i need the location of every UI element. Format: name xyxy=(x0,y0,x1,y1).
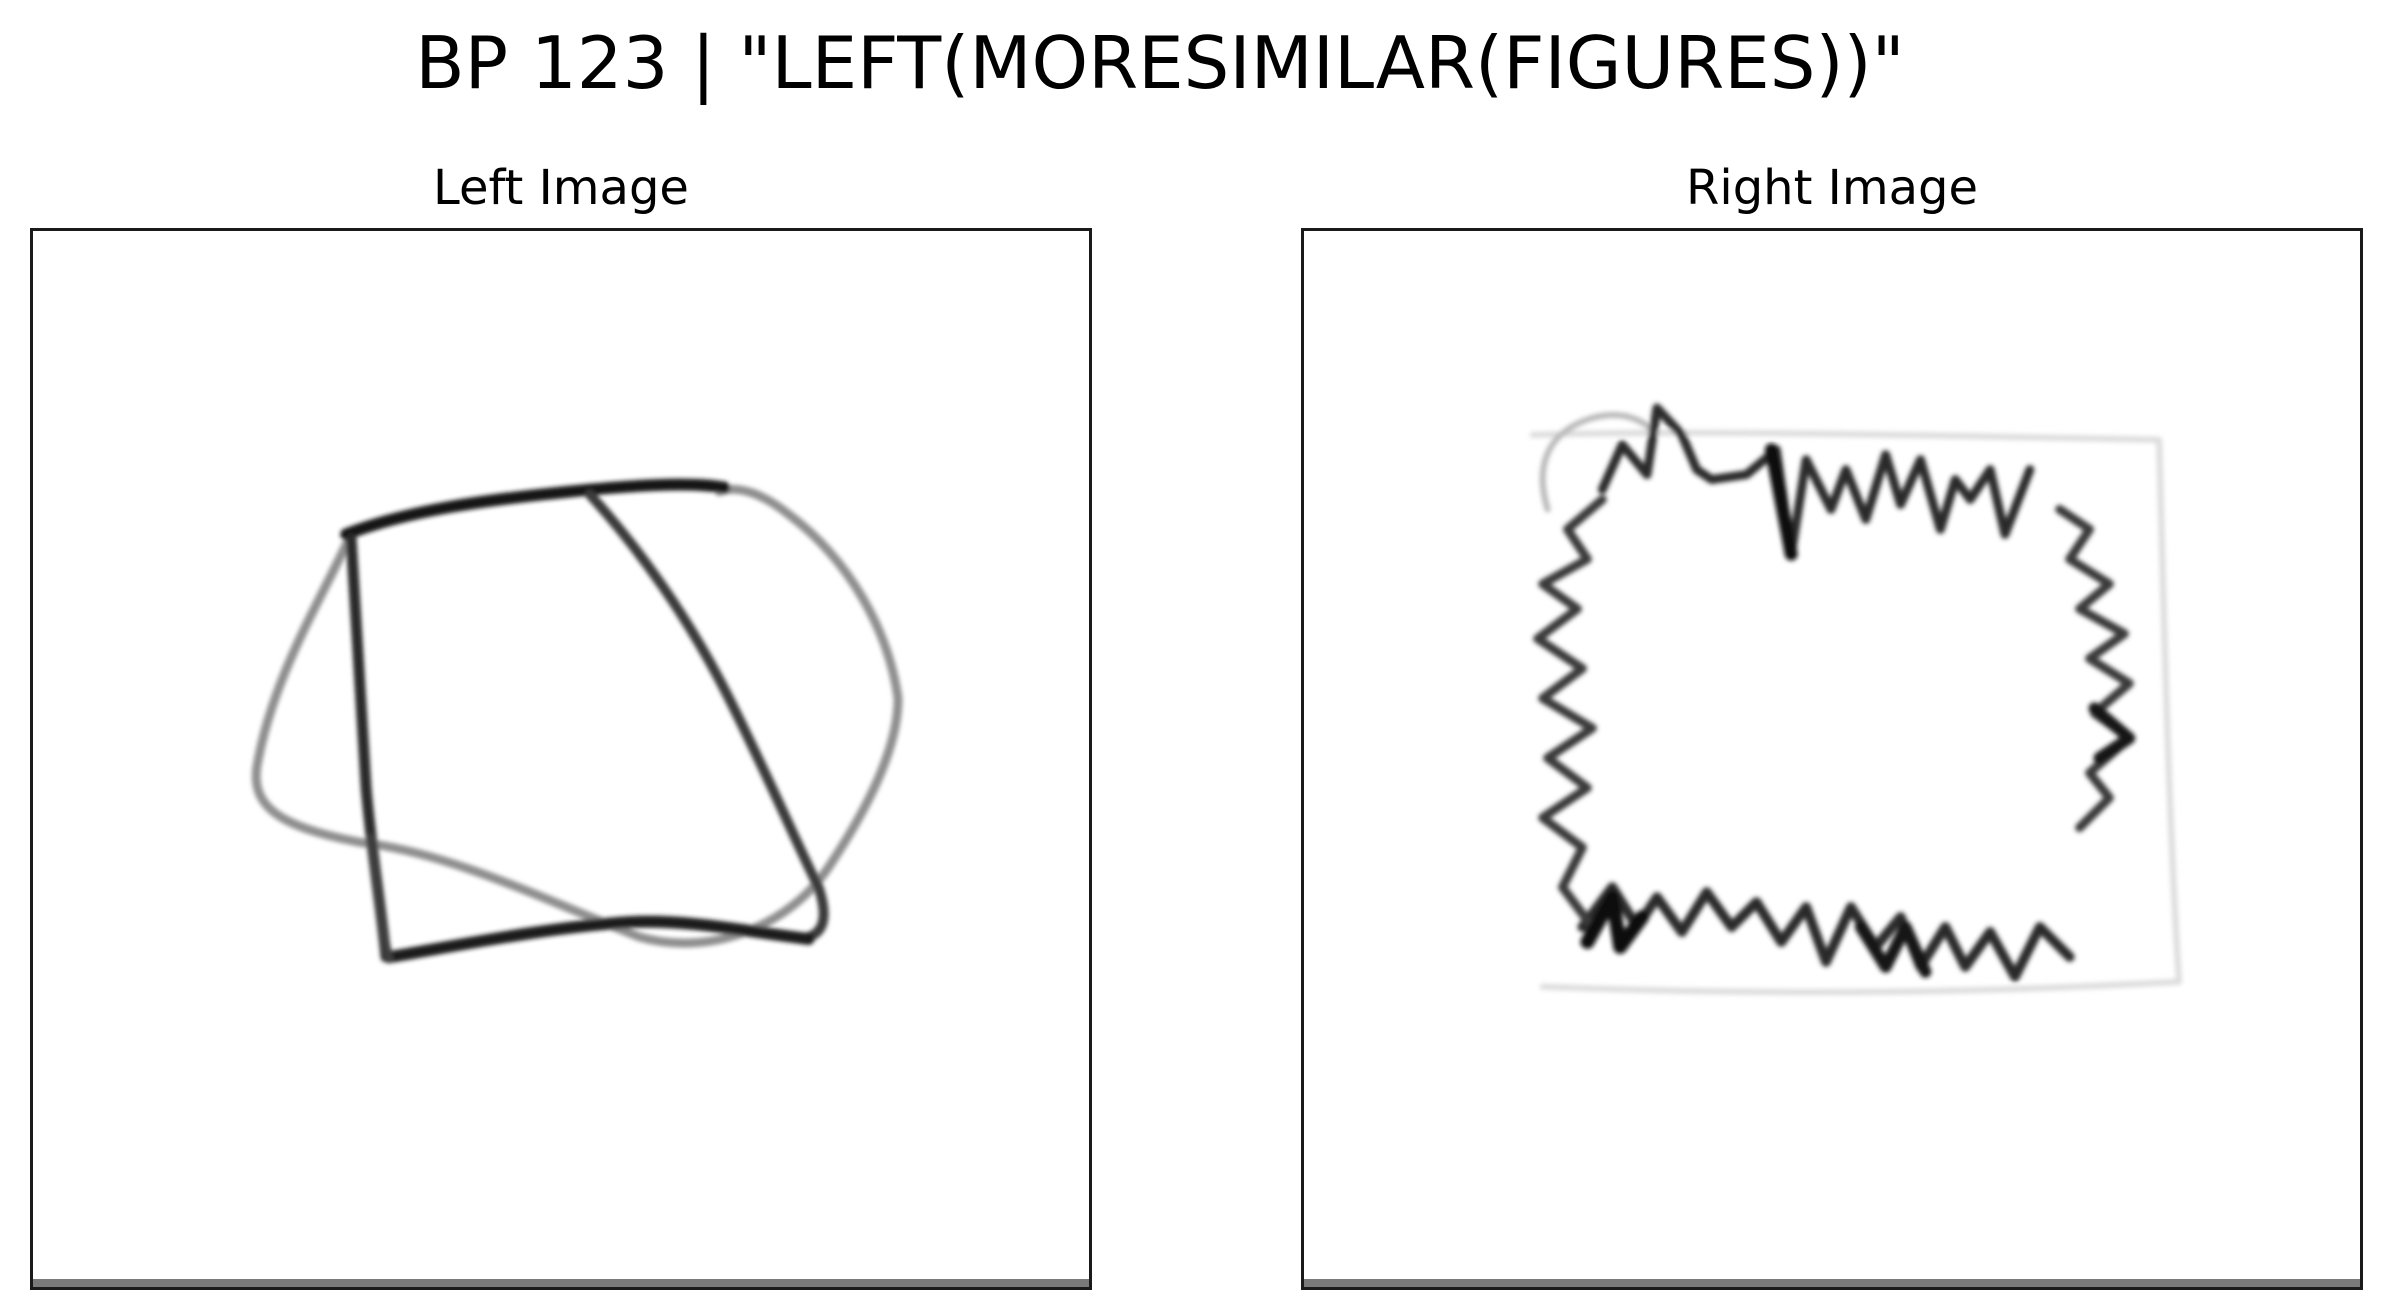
right-figure-top-left-curve xyxy=(1539,412,1656,513)
left-figure-top-edge xyxy=(340,478,731,541)
left-image-panel xyxy=(30,228,1092,1290)
left-figure-outer xyxy=(251,484,903,948)
right-figure-dark-accent-bottom-left xyxy=(1580,890,1650,954)
right-image-drawing xyxy=(1529,403,2183,996)
right-figure-dark-accent-top xyxy=(1764,443,1798,561)
right-figure-bottom-edge xyxy=(1577,882,2075,982)
right-figure-dark-accent-right xyxy=(2088,702,2136,764)
left-figure-right-edge xyxy=(584,489,829,942)
right-image-panel xyxy=(1301,228,2363,1290)
right-image-title: Right Image xyxy=(1686,160,1978,216)
left-figure-bottom-edge xyxy=(385,915,815,963)
page-title: BP 123 | "LEFT(MORESIMILAR(FIGURES))" xyxy=(415,21,1905,105)
right-figure-dark-accent-bottom xyxy=(1854,921,1932,978)
right-figure-top-edge xyxy=(1597,403,2035,559)
left-image-drawing xyxy=(251,478,903,964)
right-figure-right-edge xyxy=(2055,504,2134,833)
right-figure-left-edge xyxy=(1533,495,1607,932)
right-figure-faint-frame xyxy=(1529,429,2183,996)
left-figure-lower-left-edge xyxy=(366,833,394,964)
left-image-title: Left Image xyxy=(433,160,689,216)
